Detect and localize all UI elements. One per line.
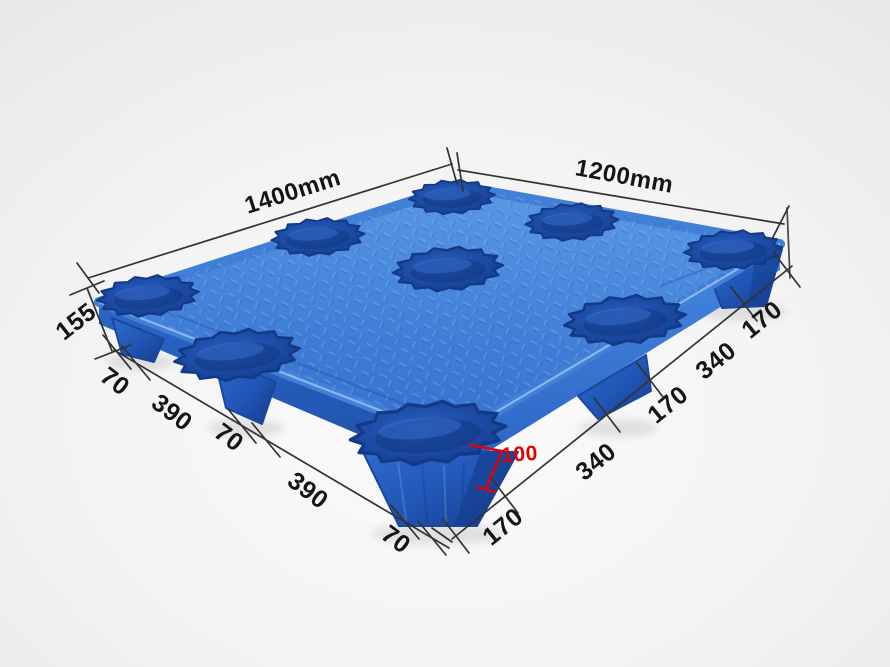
leg-ribs: [397, 461, 465, 524]
pallet: [95, 177, 783, 527]
leg-right-mid: [577, 354, 652, 420]
deck-side-right-face: [452, 244, 780, 474]
dimension-leg-height-label: 100: [501, 442, 539, 467]
leg-left-corner: [111, 317, 165, 363]
dimension-leg-height-100: 100: [468, 442, 539, 494]
